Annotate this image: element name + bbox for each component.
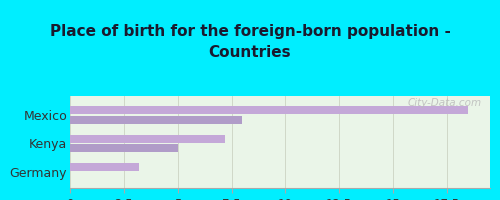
Bar xyxy=(70,116,242,124)
Bar xyxy=(70,106,468,114)
Bar xyxy=(70,163,139,171)
Text: Place of birth for the foreign-born population -
Countries: Place of birth for the foreign-born popu… xyxy=(50,24,450,60)
Text: City-Data.com: City-Data.com xyxy=(408,98,482,108)
Bar xyxy=(70,144,178,152)
Bar xyxy=(70,135,225,143)
